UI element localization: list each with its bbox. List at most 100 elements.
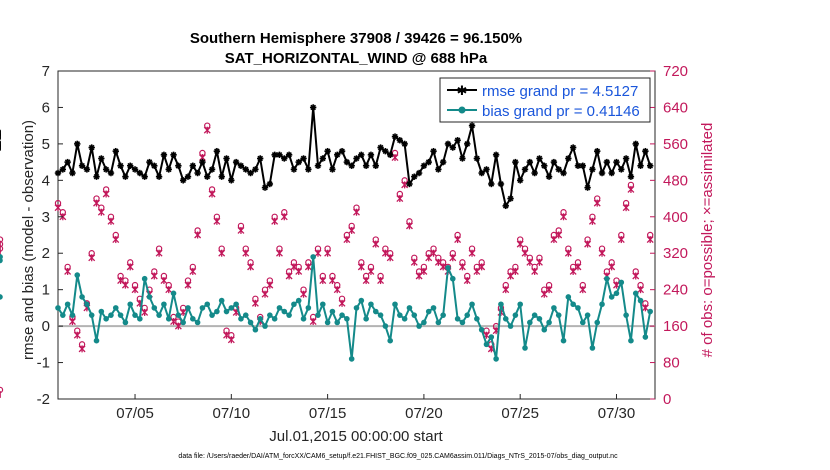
- rmse-point: [396, 137, 404, 144]
- rmse-point: [488, 180, 495, 188]
- obs-assimilated-point: [285, 272, 293, 280]
- rmse-point-stroke: [291, 166, 297, 173]
- bias-point: [242, 312, 249, 318]
- bias-point: [0, 254, 3, 260]
- obs-assimilated-point: [160, 277, 168, 285]
- bias-point: [522, 345, 528, 351]
- bias-point: [632, 290, 639, 297]
- obs-assimilated-point: [295, 267, 303, 275]
- rmse-point: [122, 173, 129, 180]
- rmse-point-stroke: [454, 137, 461, 144]
- bias-point: [613, 290, 620, 297]
- rmse-point: [338, 147, 346, 155]
- bias-point: [247, 319, 254, 326]
- rmse-point-stroke: [127, 162, 134, 169]
- rmse-point-stroke: [165, 166, 172, 173]
- bias-point: [141, 275, 148, 282]
- bias-point: [69, 312, 76, 318]
- obs-assimilated-point: [386, 254, 394, 262]
- bias-point: [194, 319, 201, 326]
- rmse-point-stroke: [88, 144, 95, 151]
- bias-point: [498, 301, 504, 308]
- y2-tick-label: 160: [663, 318, 688, 335]
- obs-assimilated-point: [78, 345, 86, 353]
- rmse-point: [189, 162, 197, 169]
- bias-point: [642, 334, 649, 340]
- rmse-point-stroke: [555, 166, 562, 173]
- rmse-point: [507, 195, 514, 202]
- rmse-point: [555, 166, 562, 173]
- rmse-point-stroke: [252, 166, 259, 173]
- obs-assimilated-point: [184, 281, 192, 289]
- rmse-point: [613, 158, 620, 166]
- rmse-point-stroke: [233, 159, 239, 165]
- bias-point: [238, 316, 244, 322]
- rmse-point: [565, 155, 572, 162]
- rmse-point: [627, 173, 635, 180]
- obs-assimilated-point: [271, 217, 279, 225]
- rmse-point-stroke: [218, 173, 225, 180]
- rmse-point: [74, 140, 81, 148]
- obs-assimilated-point: [150, 272, 158, 280]
- obs-assimilated-point: [247, 263, 255, 271]
- rmse-point-stroke: [348, 162, 355, 169]
- rmse-point: [541, 162, 548, 169]
- rmse-point: [512, 158, 519, 166]
- rmse-point: [473, 155, 481, 162]
- rmse-point: [531, 169, 538, 177]
- rmse-point: [401, 140, 408, 148]
- obs-assimilated-point: [478, 263, 486, 271]
- obs-possible-point: [0, 236, 4, 243]
- y2-tick-label: 240: [663, 282, 688, 299]
- rmse-point: [295, 158, 302, 166]
- obs-assimilated-point: [189, 267, 197, 275]
- y-tick-label: 0: [42, 318, 50, 335]
- bias-point: [334, 319, 341, 326]
- bias-point: [599, 301, 605, 308]
- obs-assimilated-point: [251, 299, 259, 307]
- rmse-point: [406, 180, 413, 188]
- bias-point: [218, 297, 225, 304]
- rmse-point: [348, 162, 355, 169]
- rmse-point: [598, 169, 606, 177]
- bias-point: [555, 312, 562, 318]
- obs-assimilated-point: [555, 231, 563, 239]
- bias-point: [579, 319, 586, 326]
- obs-assimilated-point: [531, 267, 539, 275]
- x-tick-label: 07/10: [213, 405, 251, 422]
- x-axis-label: Jul.01,2015 00:00:00 start: [269, 428, 443, 445]
- bias-point: [252, 326, 259, 333]
- rmse-point: [459, 155, 466, 162]
- rmse-point-stroke: [579, 162, 586, 169]
- rmse-point: [367, 151, 375, 159]
- rmse-point: [64, 158, 71, 166]
- rmse-point-stroke: [334, 151, 341, 158]
- y2-axis-label: # of obs: o=possible; ×=assimilated: [699, 123, 716, 358]
- obs-assimilated-point: [420, 267, 428, 275]
- rmse-point-stroke: [430, 148, 437, 155]
- bias-point: [98, 308, 105, 315]
- rmse-point: [478, 169, 485, 177]
- bias-point: [488, 334, 495, 340]
- rmse-point-stroke: [363, 162, 369, 169]
- bias-point: [329, 308, 336, 315]
- rmse-point-stroke: [319, 155, 326, 162]
- obs-assimilated-point: [102, 190, 110, 198]
- rmse-point: [136, 169, 144, 177]
- obs-assimilated-point: [468, 249, 476, 257]
- bias-point: [421, 319, 427, 326]
- rmse-point: [247, 169, 254, 177]
- rmse-point-stroke: [502, 203, 509, 209]
- bias-point: [223, 308, 230, 315]
- chart-title: Southern Hemisphere 37908 / 39426 = 96.1…: [190, 30, 522, 47]
- rmse-point-stroke: [435, 166, 442, 173]
- bias-point: [93, 337, 100, 344]
- y2-tick-label: 560: [663, 136, 688, 153]
- rmse-point-stroke: [637, 162, 644, 169]
- obs-assimilated-point: [410, 258, 418, 266]
- rmse-point-stroke: [584, 184, 591, 191]
- obs-assimilated-point: [617, 236, 625, 244]
- rmse-point-stroke: [459, 155, 466, 162]
- rmse-point-stroke: [642, 148, 649, 155]
- bias-point: [392, 301, 398, 308]
